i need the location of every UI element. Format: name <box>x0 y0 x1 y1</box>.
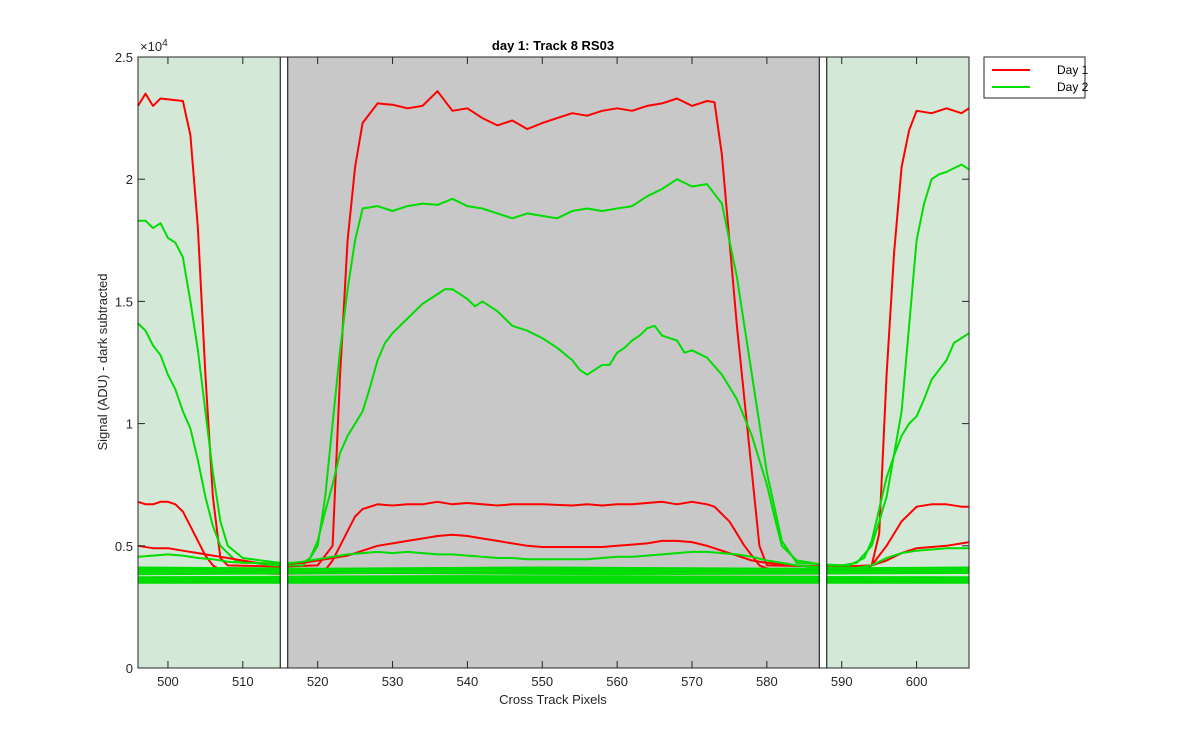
y-tick-label: 1 <box>126 417 133 432</box>
series-line-2 <box>137 288 970 567</box>
x-tick-label: 520 <box>307 674 329 689</box>
legend-label-day2: Day 2 <box>1057 80 1089 94</box>
y-tick-label: 2.5 <box>115 50 133 65</box>
plot-area-frame <box>137 56 970 669</box>
series-line-0 <box>137 90 970 568</box>
y-tick-label: 0 <box>126 661 133 676</box>
x-tick-label: 500 <box>157 674 179 689</box>
x-tick-label: 580 <box>756 674 778 689</box>
chart-title: day 1: Track 8 RS03 <box>492 38 614 53</box>
x-tick-label: 530 <box>382 674 404 689</box>
x-tick-label: 600 <box>906 674 928 689</box>
x-tick-label: 510 <box>232 674 254 689</box>
x-tick-label: 540 <box>457 674 479 689</box>
x-tick-label: 550 <box>531 674 553 689</box>
legend: Day 1 Day 2 <box>983 56 1089 99</box>
boundary-bar-0 <box>279 56 289 669</box>
series-line-8 <box>137 575 970 582</box>
x-tick-label: 560 <box>606 674 628 689</box>
x-tick-label: 590 <box>831 674 853 689</box>
y-tick-label: 1.5 <box>115 294 133 309</box>
x-tick-label: 570 <box>681 674 703 689</box>
y-exponent-label: ×104 <box>140 38 168 54</box>
boundary-bar-1 <box>818 56 828 669</box>
x-axis-label: Cross Track Pixels <box>499 692 607 707</box>
legend-box <box>983 56 1086 99</box>
x-axis-ticks: 500 510 520 530 540 550 560 570 580 590 600 <box>157 57 927 689</box>
legend-label-day1: Day 1 <box>1057 63 1089 77</box>
y-axis-label: Signal (ADU) - dark subtracted <box>95 273 110 450</box>
y-axis-ticks: 0 0.5 1 1.5 2 2.5 <box>115 50 969 676</box>
y-tick-label: 2 <box>126 172 133 187</box>
y-tick-label: 0.5 <box>115 539 133 554</box>
series-layer <box>137 90 970 584</box>
series-line-7 <box>137 569 970 576</box>
